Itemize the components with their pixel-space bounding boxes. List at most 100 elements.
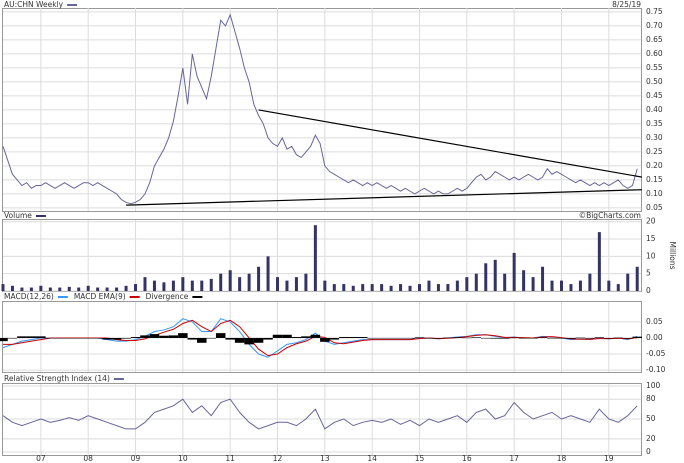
bar — [64, 337, 75, 339]
bar — [518, 337, 529, 339]
panel-title: Volume — [4, 211, 32, 220]
bar — [304, 273, 308, 291]
bar — [102, 337, 112, 340]
y-tick-label: 10 — [646, 251, 656, 260]
y-tick-label: 0.05 — [646, 317, 663, 326]
bar — [559, 280, 563, 291]
bar — [276, 277, 280, 291]
y-tick-label: 20 — [646, 217, 656, 226]
bar — [541, 266, 545, 291]
bar — [632, 336, 642, 338]
bar — [578, 280, 582, 291]
bar — [493, 259, 497, 291]
bar — [238, 277, 242, 291]
bar — [474, 273, 478, 291]
bar — [77, 287, 81, 291]
bar — [484, 263, 488, 291]
y-tick-label: 100 — [646, 381, 661, 390]
bar — [257, 266, 261, 291]
bar — [528, 337, 538, 339]
bar — [143, 277, 147, 291]
y-tick-label: 0.60 — [646, 49, 663, 58]
bar — [134, 284, 138, 291]
bar — [285, 280, 289, 291]
bar — [45, 337, 56, 339]
x-tick-label: 15 — [415, 454, 425, 463]
bar — [7, 337, 18, 339]
bar — [39, 285, 43, 291]
bar — [247, 273, 251, 291]
bar — [452, 337, 463, 338]
bar — [471, 337, 482, 338]
bar — [263, 337, 273, 340]
bar — [323, 280, 327, 291]
y-tick-label: 0.65 — [646, 35, 663, 44]
bar — [509, 337, 519, 339]
series-line — [2, 398, 638, 430]
bar — [209, 278, 213, 291]
bar — [332, 284, 336, 291]
bar — [291, 337, 302, 338]
bar — [566, 337, 576, 339]
bar — [361, 284, 365, 291]
bar — [462, 337, 472, 339]
bar — [386, 337, 396, 339]
y-tick-label: 0.20 — [646, 161, 663, 170]
bar — [225, 337, 235, 340]
x-tick-label: 18 — [557, 454, 567, 463]
bar — [0, 337, 8, 342]
rsi-panel — [2, 383, 642, 456]
bar — [130, 337, 141, 338]
y-tick-label: 15 — [646, 234, 656, 243]
bar — [48, 287, 52, 291]
y-tick-label: 0.55 — [646, 63, 663, 72]
bar — [613, 337, 624, 339]
bar — [622, 337, 633, 339]
bar — [244, 337, 254, 345]
bar — [58, 287, 62, 291]
x-tick-label: 13 — [320, 454, 330, 463]
bar — [159, 335, 169, 338]
bar — [531, 277, 535, 291]
bar — [433, 337, 444, 339]
bar — [149, 334, 160, 338]
volume-panel — [2, 219, 642, 292]
bar — [181, 277, 185, 291]
y-tick-label: 80 — [646, 394, 656, 403]
bar — [266, 256, 270, 291]
bar — [294, 277, 298, 291]
bar — [607, 280, 611, 291]
y-tick-label: -0.05 — [646, 349, 666, 358]
date-label: 8/25/19 — [612, 0, 641, 9]
bar — [29, 287, 33, 291]
bar — [26, 336, 37, 338]
y-tick-label: 0.10 — [646, 189, 663, 198]
bar — [228, 270, 232, 291]
bar — [329, 337, 340, 340]
trend-line — [258, 109, 643, 178]
bar — [395, 337, 406, 339]
bar — [339, 337, 349, 338]
y-tick-label: 20 — [646, 434, 656, 443]
bar — [162, 282, 166, 291]
source-label: ©BigCharts.com — [579, 211, 641, 220]
panel-title: Relative Strength Index (14) — [4, 374, 110, 383]
bar — [367, 337, 377, 339]
bar — [36, 336, 46, 338]
x-tick-label: 09 — [131, 454, 141, 463]
legend-label: MACD EMA(9) — [74, 292, 126, 301]
bar — [140, 335, 150, 338]
bar — [320, 337, 330, 342]
bar — [357, 337, 368, 338]
bar — [73, 337, 84, 339]
x-tick-label: 10 — [178, 454, 188, 463]
y-tick-label: 0.40 — [646, 105, 663, 114]
bar — [190, 280, 194, 291]
x-tick-label: 12 — [273, 454, 283, 463]
bar — [547, 337, 557, 339]
y-tick-label: 0.15 — [646, 175, 663, 184]
bar — [550, 280, 554, 291]
bar — [585, 337, 595, 339]
bar — [313, 225, 317, 291]
